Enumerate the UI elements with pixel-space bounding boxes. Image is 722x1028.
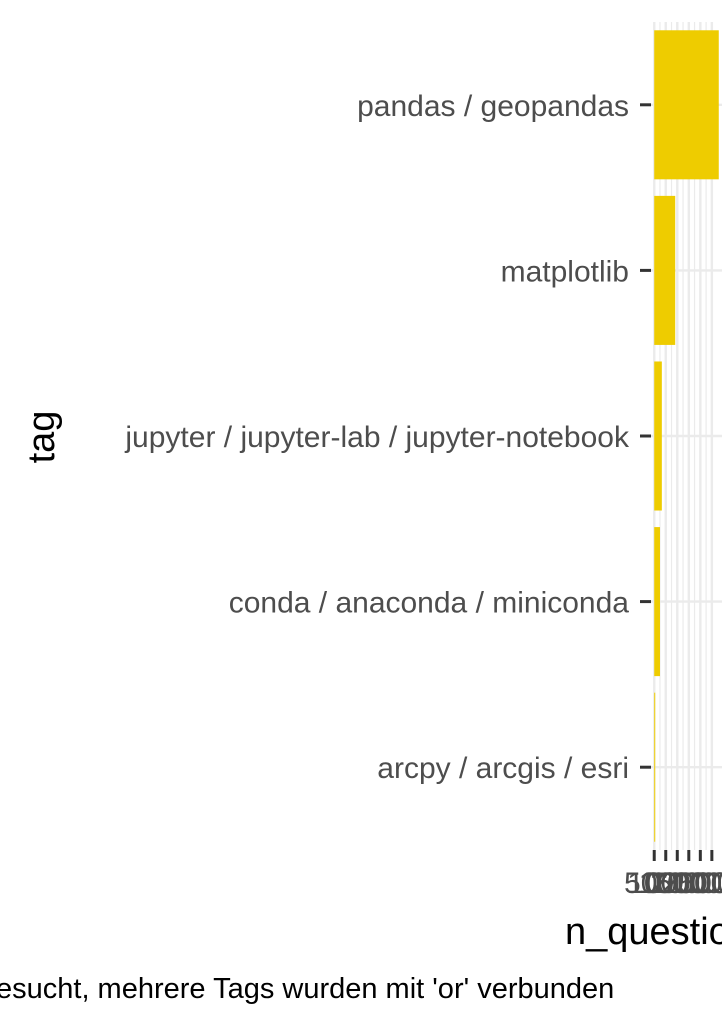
y-tick-label: arcpy / arcgis / esri [377, 752, 629, 785]
y-tick-label: jupyter / jupyter-lab / jupyter-notebook [124, 421, 630, 454]
axis-ticks [640, 103, 714, 861]
y-tick-label: matplotlib [501, 255, 629, 288]
y-tick-label: conda / anaconda / miniconda [229, 587, 630, 620]
y-axis-title: tag [21, 411, 63, 464]
x-tick-label: 50000 [624, 867, 707, 900]
bar [654, 692, 656, 842]
x-tick-label: 0 [646, 867, 663, 900]
bar [654, 527, 660, 677]
chart-caption: esucht, mehrere Tags wurden mit 'or' ver… [0, 973, 614, 1005]
x-tick-labels: 050000100000150000200000250000 [624, 867, 722, 900]
y-tick-labels: pandas / geopandas matplotlib jupyter / ju… [124, 90, 630, 785]
x-tick-label: 250000 [662, 867, 722, 900]
bar [654, 195, 676, 345]
x-tick-label: 100000 [627, 867, 722, 900]
bar [654, 361, 662, 511]
x-axis-title: n_questions [565, 911, 722, 953]
bar [654, 30, 719, 180]
y-tick-label: pandas / geopandas [357, 90, 629, 123]
bars [654, 30, 719, 842]
x-tick-label: 200000 [650, 867, 722, 900]
x-tick-label: 150000 [639, 867, 722, 900]
